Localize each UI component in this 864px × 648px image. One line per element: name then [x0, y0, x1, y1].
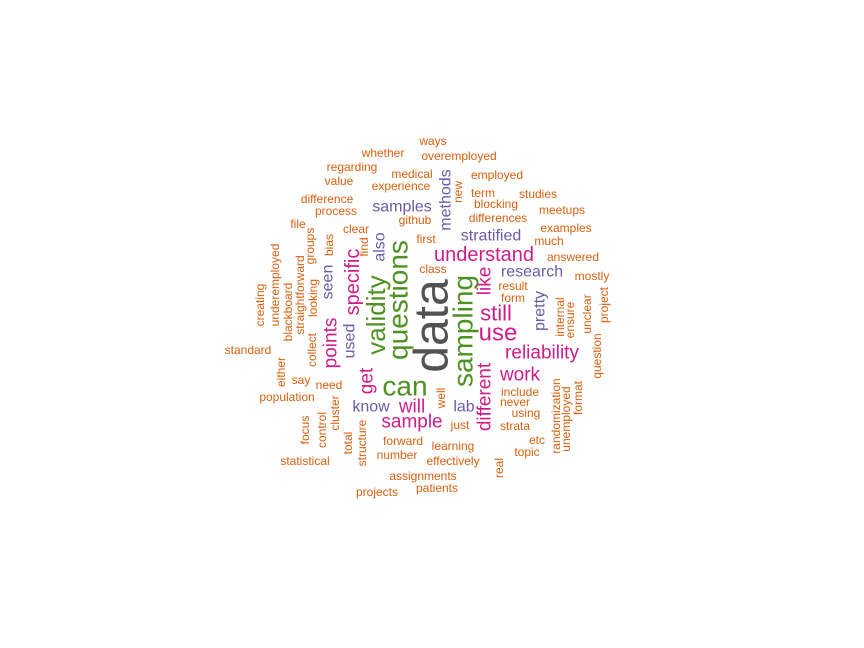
word-etc: etc [529, 433, 545, 447]
word-sample: sample [381, 412, 442, 433]
word-question: question [590, 333, 604, 378]
word-regarding: regarding [327, 160, 378, 174]
word-randomization: randomization [549, 378, 563, 453]
word-population: population [259, 390, 314, 404]
word-employed: employed [471, 168, 523, 182]
word-questions: questions [383, 240, 414, 360]
word-answered: answered [547, 250, 599, 264]
word-experience: experience [372, 179, 431, 193]
word-reliability: reliability [505, 343, 579, 364]
word-studies: studies [519, 187, 557, 201]
word-ensure: ensure [563, 301, 577, 338]
word-well: well [434, 388, 448, 410]
word-different: different [475, 362, 496, 431]
word-strata: strata [500, 419, 530, 433]
word-never: never [500, 395, 530, 409]
word-projects: projects [356, 485, 398, 499]
word-focus: focus [298, 416, 312, 445]
word-whether: whether [361, 146, 405, 160]
word-term: term [471, 186, 495, 200]
word-groups: groups [303, 228, 317, 265]
word-assignments: assignments [389, 469, 456, 483]
word-differences: differences [469, 211, 527, 225]
word-also: also [372, 232, 389, 261]
word-statistical: statistical [280, 454, 329, 468]
word-underemployed: underemployed [268, 244, 282, 327]
word-looking: looking [306, 279, 320, 317]
word-used: used [342, 324, 359, 359]
word-standard: standard [225, 343, 272, 357]
word-seen: seen [320, 265, 337, 300]
word-project: project [597, 286, 611, 323]
word-control: control [315, 412, 329, 448]
word-data: data [406, 279, 459, 373]
word-get: get [357, 367, 378, 394]
word-examples: examples [540, 221, 591, 235]
word-process: process [315, 204, 357, 218]
word-straightforward: straightforward [293, 255, 307, 334]
word-know: know [352, 399, 390, 416]
word-github: github [399, 213, 432, 227]
word-understand: understand [434, 244, 534, 266]
word-methods: methods [438, 169, 455, 230]
word-using: using [512, 406, 541, 420]
word-collect: collect [305, 332, 319, 367]
word-clear: clear [343, 222, 369, 236]
word-work: work [499, 365, 541, 386]
word-creating: creating [253, 284, 267, 327]
word-difference: difference [301, 192, 354, 206]
word-include: include [501, 385, 539, 399]
word-sampling: sampling [448, 275, 479, 387]
word-either: either [274, 357, 288, 387]
word-bias: bias [322, 234, 336, 256]
word-new: new [451, 181, 465, 203]
word-blackboard: blackboard [281, 283, 295, 342]
word-internal: internal [553, 297, 567, 336]
word-value: value [325, 174, 354, 188]
word-blocking: blocking [474, 197, 518, 211]
word-patients: patients [416, 481, 458, 495]
word-need: need [316, 378, 343, 392]
word-unemployed: unemployed [559, 386, 573, 451]
word-like: like [475, 267, 496, 296]
word-say: say [292, 373, 311, 387]
word-meetups: meetups [539, 203, 585, 217]
word-first: first [416, 232, 436, 246]
word-unclear: unclear [580, 294, 594, 333]
word-number: number [377, 448, 418, 462]
word-validity: validity [361, 275, 391, 354]
word-use: use [479, 320, 518, 347]
word-will: will [398, 397, 425, 418]
word-find: find [357, 237, 371, 256]
word-ways: ways [418, 134, 446, 148]
word-total: total [341, 432, 355, 455]
word-research: research [501, 264, 563, 281]
word-class: class [419, 262, 446, 276]
word-effectively: effectively [426, 454, 479, 468]
word-just: just [450, 418, 470, 432]
word-overemployed: overemployed [421, 149, 496, 163]
word-still: still [480, 301, 512, 326]
word-learning: learning [432, 439, 475, 453]
word-file: file [290, 217, 306, 231]
word-pretty: pretty [532, 291, 549, 331]
word-cluster: cluster [328, 395, 342, 430]
word-structure: structure [355, 419, 369, 466]
word-real: real [492, 458, 506, 478]
word-stratified: stratified [461, 228, 521, 245]
word-forward: forward [383, 434, 423, 448]
word-lab: lab [453, 399, 474, 416]
word-specific: specific [342, 249, 364, 316]
word-can: can [382, 371, 427, 402]
word-result: result [498, 279, 528, 293]
word-samples: samples [372, 199, 432, 216]
word-medical: medical [391, 167, 432, 181]
word-points: points [321, 318, 342, 369]
word-format: format [571, 380, 585, 415]
word-form: form [501, 291, 525, 305]
word-much: much [534, 234, 563, 248]
word-mostly: mostly [575, 269, 610, 283]
word-topic: topic [514, 445, 539, 459]
